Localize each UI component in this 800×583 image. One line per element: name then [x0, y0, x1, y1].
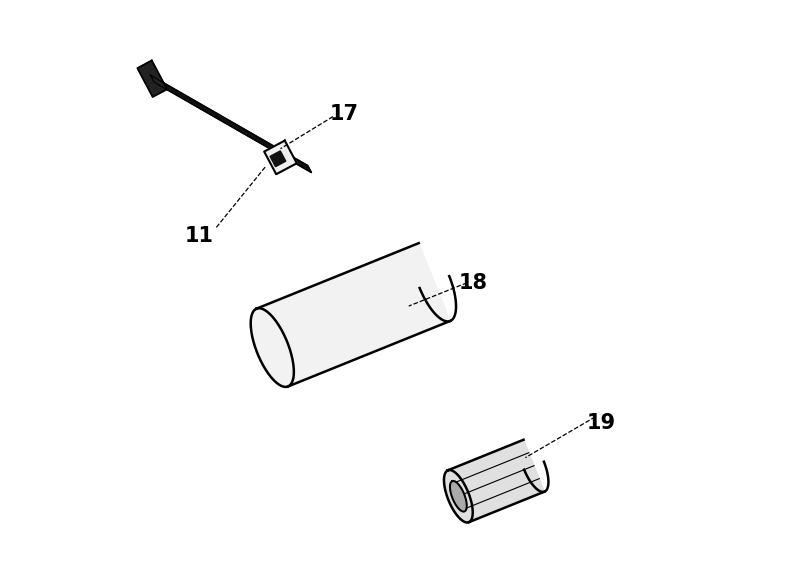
Polygon shape: [257, 243, 450, 387]
Polygon shape: [250, 308, 294, 387]
Polygon shape: [448, 440, 545, 522]
Text: 19: 19: [586, 413, 616, 433]
Text: 18: 18: [458, 273, 487, 293]
Polygon shape: [264, 141, 297, 174]
Polygon shape: [270, 151, 286, 167]
Text: 17: 17: [330, 104, 359, 124]
Text: 11: 11: [184, 226, 214, 246]
Polygon shape: [138, 61, 167, 97]
Polygon shape: [450, 481, 466, 511]
Polygon shape: [150, 75, 311, 173]
Polygon shape: [444, 470, 473, 522]
